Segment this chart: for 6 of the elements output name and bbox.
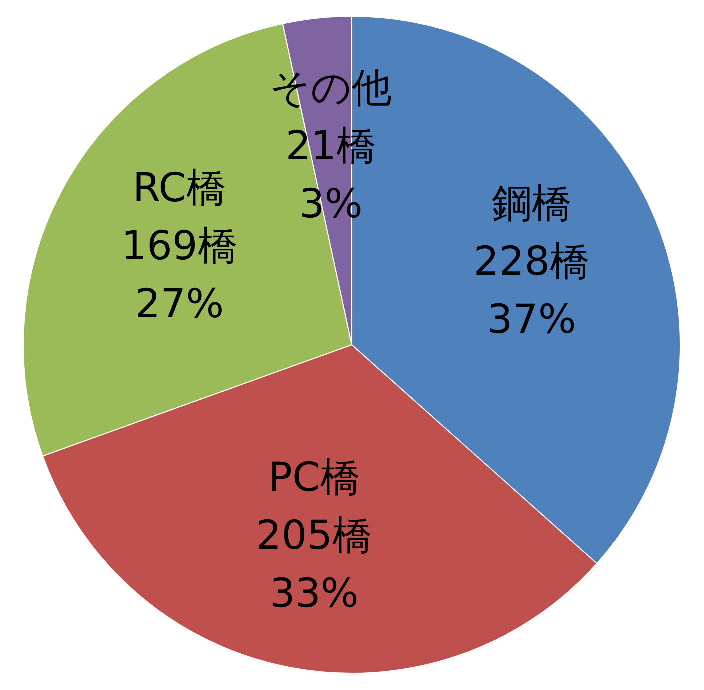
data-label: 228橋 37% [474, 238, 590, 343]
data-label: 169橋 27% [121, 224, 238, 328]
slice-label: PC橋 [268, 454, 360, 501]
data-label: 205橋 33% [256, 512, 373, 617]
slice-label: RC橋 [132, 166, 227, 212]
slice-label: 鋼橋 [492, 180, 572, 227]
